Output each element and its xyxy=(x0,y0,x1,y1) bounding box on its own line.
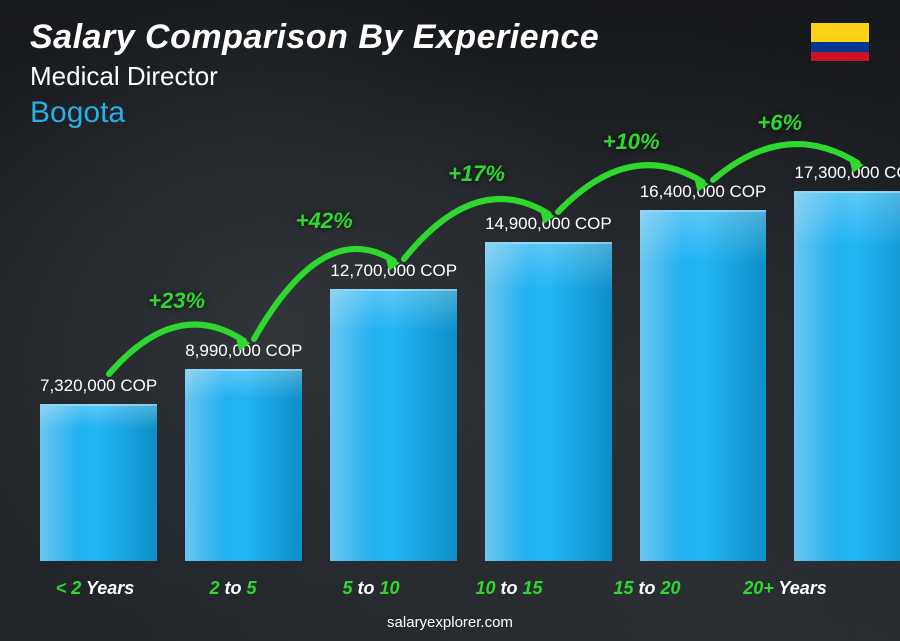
bar-group: 7,320,000 COP xyxy=(40,150,157,561)
percent-increase-label: +42% xyxy=(296,208,353,234)
bar xyxy=(485,242,612,561)
bar-value-label: 8,990,000 COP xyxy=(185,341,302,361)
chart-city: Bogota xyxy=(30,96,870,130)
x-axis-label: 2 to 5 xyxy=(178,578,288,599)
x-axis-label: < 2 Years xyxy=(40,578,150,599)
x-axis-label: 15 to 20 xyxy=(592,578,702,599)
bar-value-label: 12,700,000 COP xyxy=(330,261,457,281)
footer-source: salaryexplorer.com xyxy=(0,614,900,631)
bar-value-label: 17,300,000 COP xyxy=(794,163,900,183)
x-axis-labels: < 2 Years 2 to 5 5 to 10 10 to 15 15 to 20 20… xyxy=(40,578,840,599)
chart-subtitle: Medical Director xyxy=(30,61,870,92)
bar xyxy=(185,369,302,561)
percent-increase-label: +17% xyxy=(448,161,505,187)
bar-group: 8,990,000 COP xyxy=(185,150,302,561)
bar-value-label: 14,900,000 COP xyxy=(485,214,612,234)
bar xyxy=(330,289,457,561)
bar-chart: 7,320,000 COP 8,990,000 COP 12,700,000 COP… xyxy=(40,150,840,561)
bar-group: 17,300,000 COP xyxy=(794,150,900,561)
percent-increase-label: +10% xyxy=(603,129,660,155)
x-axis-label: 5 to 10 xyxy=(316,578,426,599)
flag-colombia-icon xyxy=(810,22,870,62)
bar-group: 16,400,000 COP xyxy=(640,150,767,561)
bar xyxy=(794,191,900,561)
x-axis-label: 20+ Years xyxy=(730,578,840,599)
bar-group: 14,900,000 COP xyxy=(485,150,612,561)
header: Salary Comparison By Experience Medical … xyxy=(30,18,870,130)
bar xyxy=(640,210,767,561)
bar xyxy=(40,404,157,561)
percent-increase-label: +23% xyxy=(148,288,205,314)
bar-value-label: 16,400,000 COP xyxy=(640,182,767,202)
chart-title: Salary Comparison By Experience xyxy=(30,18,870,57)
x-axis-label: 10 to 15 xyxy=(454,578,564,599)
percent-increase-label: +6% xyxy=(757,110,802,136)
bar-value-label: 7,320,000 COP xyxy=(40,376,157,396)
